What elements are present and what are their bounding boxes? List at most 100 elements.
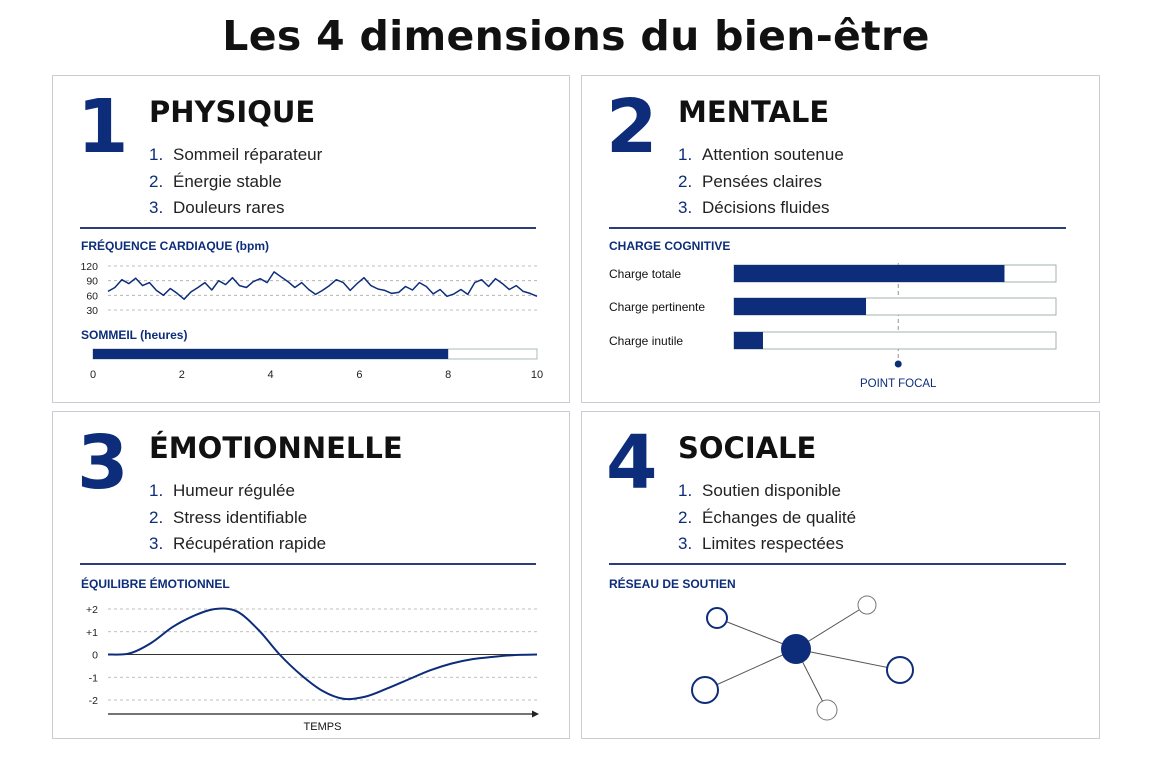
network-node bbox=[691, 676, 719, 704]
panel-number: 1 bbox=[77, 84, 129, 170]
list-item: 3. Récupération rapide bbox=[149, 531, 326, 558]
item-label: Stress identifiable bbox=[173, 507, 308, 527]
panel-number: 4 bbox=[606, 420, 658, 506]
item-label: Humeur régulée bbox=[173, 481, 295, 500]
panel-physique: 1 PHYSIQUE 1. Sommeil réparateur 2. Énergi… bbox=[52, 75, 570, 403]
y-tick-label: -1 bbox=[89, 672, 98, 684]
list-item: 2. Énergie stable bbox=[149, 169, 322, 196]
divider bbox=[80, 563, 536, 565]
bar bbox=[734, 298, 867, 315]
list-item: 1. Attention soutenue bbox=[678, 142, 844, 169]
item-label: Sommeil réparateur bbox=[173, 145, 323, 164]
x-tick-label: 10 bbox=[531, 369, 543, 381]
panel-heading: ÉMOTIONNELLE bbox=[149, 431, 403, 465]
item-label: Échanges de qualité bbox=[702, 507, 857, 527]
sleep-bar bbox=[93, 349, 449, 359]
list-item: 1. Soutien disponible bbox=[678, 478, 856, 505]
sleep-label: SOMMEIL (heures) bbox=[81, 328, 188, 342]
y-tick-label: 90 bbox=[86, 276, 98, 288]
item-number: 1. bbox=[149, 481, 164, 500]
focal-label: POINT FOCAL bbox=[860, 378, 937, 390]
network-node bbox=[857, 595, 877, 615]
emotional-balance-label: ÉQUILIBRE ÉMOTIONNEL bbox=[81, 577, 230, 591]
item-number: 1. bbox=[678, 481, 693, 500]
x-tick-label: 6 bbox=[356, 369, 362, 381]
bar-label: Charge totale bbox=[609, 267, 681, 281]
divider bbox=[609, 227, 1066, 229]
support-network-label: RÉSEAU DE SOUTIEN bbox=[609, 577, 736, 591]
item-number: 3. bbox=[678, 534, 693, 553]
item-number: 2. bbox=[678, 507, 693, 527]
page-title: Les 4 dimensions du bien-être bbox=[222, 12, 930, 60]
item-list: 1. Humeur régulée 2. Stress identifiable 3… bbox=[149, 478, 326, 558]
panel-heading: MENTALE bbox=[678, 95, 830, 129]
bar bbox=[734, 332, 763, 349]
bar-label: Charge inutile bbox=[609, 334, 683, 348]
network-node bbox=[706, 607, 728, 629]
list-item: 3. Douleurs rares bbox=[149, 195, 322, 222]
heart-rate-label: FRÉQUENCE CARDIAQUE (bpm) bbox=[81, 239, 269, 253]
item-number: 3. bbox=[149, 198, 164, 217]
x-tick-label: 0 bbox=[90, 369, 96, 381]
y-tick-label: 120 bbox=[80, 261, 98, 273]
y-tick-label: -2 bbox=[89, 695, 98, 707]
panel-heading: SOCIALE bbox=[678, 431, 817, 465]
bar-label: Charge pertinente bbox=[609, 300, 705, 314]
item-label: Énergie stable bbox=[173, 171, 282, 191]
list-item: 2. Pensées claires bbox=[678, 169, 844, 196]
cognitive-load-label: CHARGE COGNITIVE bbox=[609, 239, 731, 253]
item-label: Limites respectées bbox=[702, 534, 844, 553]
item-label: Attention soutenue bbox=[702, 145, 844, 164]
x-tick-label: 8 bbox=[445, 369, 451, 381]
item-number: 3. bbox=[678, 198, 693, 217]
item-number: 2. bbox=[149, 171, 164, 191]
y-tick-label: 60 bbox=[86, 290, 98, 302]
item-label: Pensées claires bbox=[702, 171, 823, 191]
bar bbox=[734, 265, 1005, 282]
network-node bbox=[816, 699, 838, 721]
panel-number: 3 bbox=[77, 420, 129, 506]
x-tick-label: 4 bbox=[268, 369, 274, 381]
heart-rate-line bbox=[107, 271, 538, 300]
list-item: 3. Décisions fluides bbox=[678, 195, 844, 222]
item-list: 1. Sommeil réparateur 2. Énergie stable 3.… bbox=[149, 142, 322, 222]
focal-point bbox=[894, 360, 902, 368]
panel-emotionnelle: 3 ÉMOTIONNELLE 1. Humeur régulée 2. Stress… bbox=[52, 411, 570, 739]
item-number: 3. bbox=[149, 534, 164, 553]
y-tick-label: 0 bbox=[92, 650, 98, 662]
item-label: Décisions fluides bbox=[702, 198, 830, 217]
list-item: 1. Sommeil réparateur bbox=[149, 142, 322, 169]
item-label: Soutien disponible bbox=[702, 481, 841, 500]
cognitive-load-chart: Charge totale Charge pertinente Charge inu… bbox=[609, 263, 1057, 390]
y-tick-label: +2 bbox=[86, 604, 98, 616]
item-list: 1. Attention soutenue 2. Pensées claires 3… bbox=[678, 142, 844, 222]
physique-charts: 120 90 60 30 0 2 4 6 8 10 bbox=[80, 261, 543, 381]
emotion-curve bbox=[107, 607, 538, 701]
item-number: 1. bbox=[149, 145, 164, 164]
time-axis-arrow bbox=[532, 710, 539, 718]
panel-number: 2 bbox=[606, 84, 658, 170]
item-number: 2. bbox=[678, 171, 693, 191]
x-tick-label: 2 bbox=[179, 369, 185, 381]
panel-sociale: 4 SOCIALE 1. Soutien disponible 2. Échange… bbox=[581, 411, 1100, 739]
network-node bbox=[886, 656, 914, 684]
network-center-node bbox=[781, 634, 811, 664]
network-link bbox=[704, 648, 797, 691]
emotional-balance-chart: +2 +1 0 -1 -2 TEMPS bbox=[86, 604, 539, 733]
list-item: 3. Limites respectées bbox=[678, 531, 856, 558]
item-number: 1. bbox=[678, 145, 693, 164]
item-number: 2. bbox=[149, 507, 164, 527]
x-axis-label: TEMPS bbox=[304, 721, 342, 733]
list-item: 1. Humeur régulée bbox=[149, 478, 326, 505]
y-tick-label: +1 bbox=[86, 627, 98, 639]
item-label: Douleurs rares bbox=[173, 198, 285, 217]
list-item: 2. Stress identifiable bbox=[149, 505, 326, 532]
item-label: Récupération rapide bbox=[173, 534, 327, 553]
network-link bbox=[795, 648, 901, 671]
y-tick-label: 30 bbox=[86, 305, 98, 317]
panel-mentale: 2 MENTALE 1. Attention soutenue 2. Pensées… bbox=[581, 75, 1100, 403]
support-network-diagram bbox=[691, 595, 914, 721]
divider bbox=[609, 563, 1066, 565]
bar-track bbox=[733, 331, 1057, 350]
panel-heading: PHYSIQUE bbox=[149, 95, 316, 129]
